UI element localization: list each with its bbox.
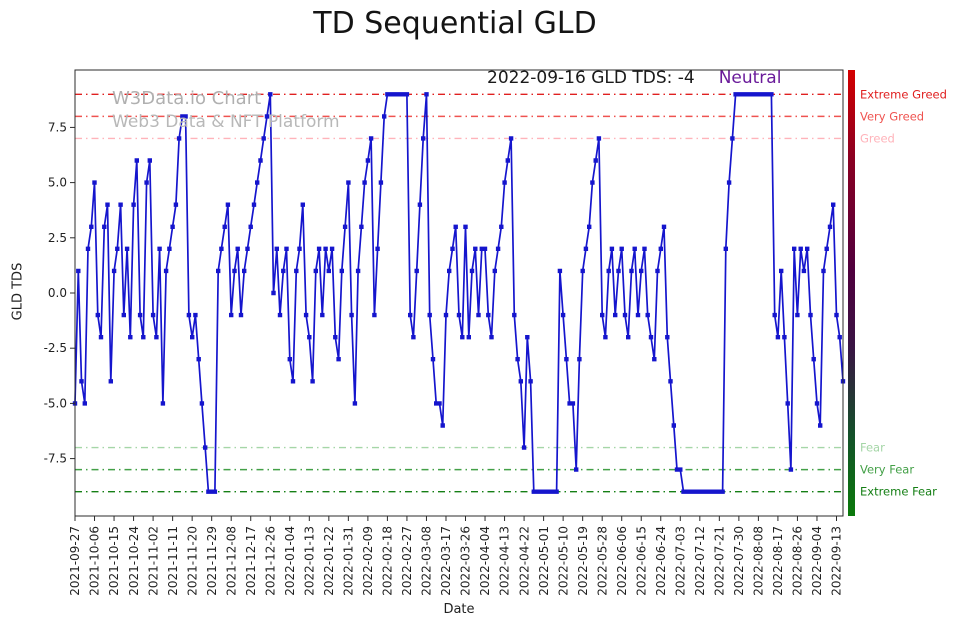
zone-label-greed: Greed (860, 131, 895, 145)
sentiment-colorbar (848, 70, 855, 516)
x-tick-label: 2022-05-19 (576, 526, 590, 596)
y-tick-label: 2.5 (48, 231, 67, 245)
x-tick-label: 2021-12-08 (224, 526, 238, 596)
x-tick-label: 2022-05-10 (556, 526, 570, 596)
annotation-text: 2022-09-16 GLD TDS: -4 (487, 68, 695, 88)
x-tick-label: 2021-11-20 (185, 526, 199, 596)
x-tick-label: 2022-07-30 (732, 526, 746, 596)
x-tick-label: 2022-09-13 (830, 526, 844, 596)
chart-title: TD Sequential GLD (313, 6, 597, 41)
watermark-line2: Web3 Data & NFT Platform (112, 112, 340, 132)
y-axis-label: GLD TDS (10, 262, 26, 321)
x-tick-label: 2022-06-15 (634, 526, 648, 596)
x-tick-label: 2022-05-01 (537, 526, 551, 596)
zone-label-very-fear: Very Fear (860, 463, 914, 477)
x-tick-label: 2022-04-04 (478, 526, 492, 596)
y-tick-label: -5.0 (44, 396, 67, 410)
zone-label-extreme-greed: Extreme Greed (860, 87, 947, 101)
x-tick-label: 2021-11-02 (146, 526, 160, 596)
annotation-status: Neutral (718, 68, 782, 88)
y-tick-label: 7.5 (48, 120, 67, 134)
x-tick-label: 2022-07-21 (713, 526, 727, 596)
y-tick-label: 5.0 (48, 176, 67, 190)
zone-label-very-greed: Very Greed (860, 109, 924, 123)
x-tick-label: 2022-03-17 (439, 526, 453, 596)
x-tick-label: 2021-09-27 (68, 526, 82, 596)
x-tick-label: 2022-03-26 (459, 526, 473, 596)
x-tick-label: 2022-08-08 (752, 526, 766, 596)
x-tick-label: 2021-10-15 (107, 526, 121, 596)
x-tick-label: 2022-02-09 (361, 526, 375, 596)
x-tick-label: 2022-08-26 (791, 526, 805, 596)
x-tick-label: 2022-02-18 (381, 526, 395, 596)
x-tick-label: 2022-04-22 (517, 526, 531, 596)
annotation: 2022-09-16 GLD TDS: -4 Neutral (487, 68, 781, 88)
x-tick-label: 2022-09-04 (810, 526, 824, 596)
y-tick-label: 0.0 (48, 286, 67, 300)
x-tick-label: 2022-08-17 (771, 526, 785, 596)
x-axis-label: Date (443, 602, 475, 617)
x-tick-label: 2022-03-08 (420, 526, 434, 596)
zone-label-extreme-fear: Extreme Fear (860, 485, 937, 499)
y-tick-label: -7.5 (44, 452, 67, 466)
x-tick-label: 2022-06-24 (654, 526, 668, 596)
x-tick-label: 2022-01-22 (322, 526, 336, 596)
x-tick-label: 2021-10-24 (127, 526, 141, 596)
x-tick-label: 2021-11-11 (166, 526, 180, 596)
x-tick-label: 2022-01-04 (283, 526, 297, 596)
y-tick-label: -2.5 (44, 341, 67, 355)
zone-label-fear: Fear (860, 441, 885, 455)
x-tick-label: 2021-12-26 (263, 526, 277, 596)
series-line (74, 93, 844, 493)
x-tick-label: 2021-10-06 (88, 526, 102, 596)
x-tick-label: 2022-04-13 (498, 526, 512, 596)
x-tick-label: 2022-07-03 (673, 526, 687, 596)
x-tick-label: 2022-06-06 (615, 526, 629, 596)
x-tick-label: 2021-11-29 (205, 526, 219, 596)
x-tick-label: 2021-12-17 (244, 526, 258, 596)
watermark-line1: W3Data.io Chart (112, 88, 262, 109)
x-tick-label: 2022-02-27 (400, 526, 414, 596)
x-tick-label: 2022-01-31 (342, 526, 356, 596)
x-tick-label: 2022-01-13 (303, 526, 317, 596)
x-tick-label: 2022-07-12 (693, 526, 707, 596)
x-tick-label: 2022-05-28 (595, 526, 609, 596)
